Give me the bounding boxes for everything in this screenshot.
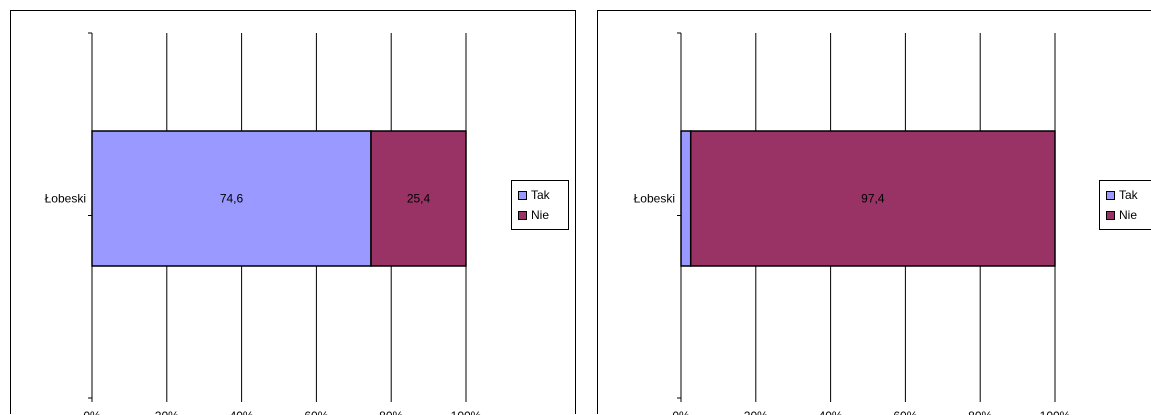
legend-2: Tak Nie (1099, 180, 1151, 230)
bar-chart-1: 0% 20% 40% 60% 80% 100% Łobeski 74,6 25,4 (45, 32, 482, 415)
chart-panel-2: 0%20%40%60%80%100%Łobeski2,697,4 Tak Nie (597, 10, 1151, 415)
legend-item-nie: Nie (1106, 205, 1151, 225)
x-tick-label: 100% (451, 409, 482, 415)
x-tick-label: 0% (672, 409, 690, 415)
bar-segment-tak (680, 130, 692, 267)
legend-item-nie: Nie (518, 205, 568, 225)
data-label-tak: 74,6 (220, 192, 244, 206)
x-tick-label: 40% (230, 409, 254, 415)
bar-segment-nie (689, 130, 1056, 267)
bar-chart-2: 0%20%40%60%80%100%Łobeski2,697,4 (634, 32, 1071, 415)
x-tick-label: 80% (379, 409, 403, 415)
legend-swatch-tak (518, 190, 527, 200)
x-tick-label: 60% (893, 409, 917, 415)
category-label: Łobeski (634, 192, 675, 206)
legend-label-tak: Tak (1119, 188, 1138, 202)
data-label-nie: 97,4 (861, 192, 885, 206)
bar-segment-tak (91, 130, 372, 267)
legend-1: Tak Nie (511, 180, 569, 230)
x-tick-label: 40% (819, 409, 843, 415)
chart-panel-1: 0% 20% 40% 60% 80% 100% Łobeski 74,6 25,4 Tak Ni… (10, 10, 576, 415)
x-tick-label: 20% (744, 409, 768, 415)
legend-label-nie: Nie (531, 208, 550, 222)
legend-label-nie: Nie (1119, 208, 1138, 222)
legend-item-tak: Tak (1106, 185, 1151, 205)
x-tick-label: 0% (83, 409, 101, 415)
x-tick-label: 100% (1040, 409, 1071, 415)
category-label: Łobeski (45, 192, 86, 206)
bar-segment-nie (370, 130, 467, 267)
x-tick-label: 20% (155, 409, 179, 415)
legend-swatch-tak (1106, 190, 1115, 200)
legend-item-tak: Tak (518, 185, 568, 205)
x-tick-label: 80% (968, 409, 992, 415)
legend-swatch-nie (1106, 210, 1115, 220)
legend-label-tak: Tak (531, 188, 550, 202)
legend-swatch-nie (518, 210, 527, 220)
x-tick-label: 60% (304, 409, 328, 415)
data-label-nie: 25,4 (407, 192, 431, 206)
